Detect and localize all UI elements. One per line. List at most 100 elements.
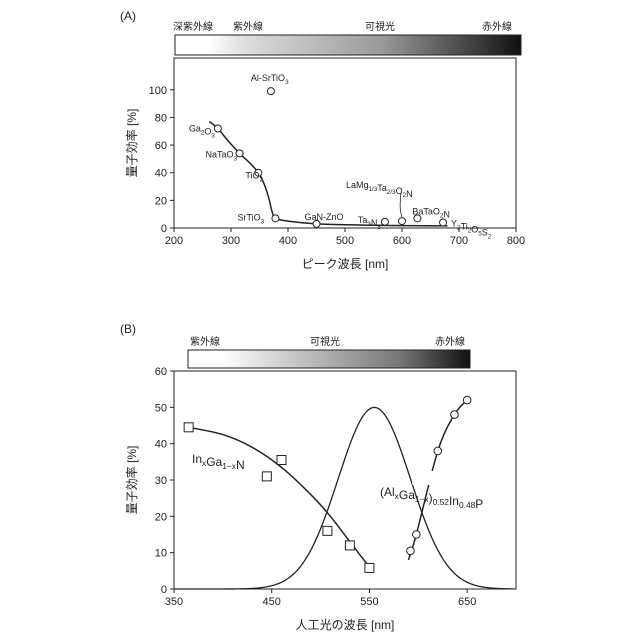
label-part: BaTaO xyxy=(412,206,440,216)
panel-label: (B) xyxy=(120,322,136,336)
plot-frame xyxy=(174,371,516,589)
x-tick-label: 800 xyxy=(507,235,525,247)
series-label-ingan: InxGa1−xN xyxy=(192,452,245,472)
y-tick-label: 0 xyxy=(161,223,167,235)
label-part: Ga xyxy=(189,123,201,133)
data-point xyxy=(399,218,406,225)
data-point xyxy=(236,150,243,157)
y-tick-label: 60 xyxy=(155,140,167,152)
y-tick-label: 100 xyxy=(149,85,167,97)
x-tick-label: 700 xyxy=(450,235,468,247)
y-tick-label: 20 xyxy=(155,195,167,207)
y-tick-label: 40 xyxy=(155,439,167,451)
point-label: Ga2O3 xyxy=(189,123,216,139)
label-part: 3 xyxy=(261,218,265,225)
label-part: 3 xyxy=(234,155,238,162)
data-point-circle xyxy=(407,547,415,555)
label-part: (Al xyxy=(380,485,395,499)
data-point xyxy=(214,125,221,132)
spectrum-label: 紫外線 xyxy=(233,20,263,33)
panel-a: (A) 深紫外線 紫外線 可視光 赤外線 200 300 400 500 600 700 800 0 20… xyxy=(120,9,525,271)
x-tick-label: 550 xyxy=(360,596,378,608)
point-label: Al-SrTiO3 xyxy=(251,73,289,86)
x-tick-label: 500 xyxy=(336,235,354,247)
y-tick-label: 20 xyxy=(155,511,167,523)
label-part: Ga xyxy=(206,455,222,469)
label-part: 1−x xyxy=(222,461,237,471)
label-part: Ta xyxy=(377,183,387,193)
label-part: 0.52 xyxy=(433,497,450,507)
label-part: O xyxy=(204,126,211,136)
spectrum-label: 紫外線 xyxy=(190,335,220,348)
data-point-square xyxy=(323,526,332,535)
spectrum-label: 可視光 xyxy=(365,20,395,33)
figure: (A)深紫外線紫外線可視光赤外線200300400500600700800020… xyxy=(0,0,640,640)
label-part: Ga xyxy=(399,488,415,502)
label-part: 2 xyxy=(260,177,264,184)
x-axis-label: 人工光の波長 [nm] xyxy=(296,618,395,632)
spectrum-label: 深紫外線 xyxy=(173,20,213,33)
data-point xyxy=(440,219,447,226)
data-point-square xyxy=(184,423,193,432)
label-part: P xyxy=(475,497,483,511)
x-tick-label: 650 xyxy=(458,596,476,608)
spectrum-bar xyxy=(188,350,470,368)
data-point-circle xyxy=(451,411,459,419)
y-tick-label: 40 xyxy=(155,168,167,180)
data-point-square xyxy=(345,541,354,550)
panel-b: (B)紫外線可視光赤外線3504505506500102030405060人工光… xyxy=(120,322,516,632)
data-point xyxy=(381,218,388,225)
panel-label: (A) xyxy=(120,9,136,23)
label-part: SrTiO xyxy=(237,212,260,222)
point-label: NaTaO3 xyxy=(206,149,238,162)
x-tick-label: 600 xyxy=(393,235,411,247)
x-axis-label: ピーク波長 [nm] xyxy=(302,257,389,271)
spectrum-label: 赤外線 xyxy=(435,335,465,348)
label-part: In xyxy=(449,494,459,508)
point-label: LaMg1/3Ta2/3O2N xyxy=(346,180,413,199)
label-part: NaTaO xyxy=(206,149,234,159)
spectrum-label: 赤外線 xyxy=(482,20,512,33)
data-point-square xyxy=(277,456,286,465)
y-tick-label: 0 xyxy=(161,584,167,596)
label-part: GaN-ZnO xyxy=(305,212,344,222)
data-point xyxy=(272,215,279,222)
y-tick-label: 30 xyxy=(155,475,167,487)
data-point-square xyxy=(262,472,271,481)
label-part: 2 xyxy=(488,233,492,240)
label-part: N xyxy=(406,189,413,199)
label-part: N xyxy=(443,209,450,219)
label-part: Al-SrTiO xyxy=(251,73,285,83)
label-part: 5 xyxy=(377,224,381,231)
x-tick-label: 400 xyxy=(279,235,297,247)
x-tick-label: 300 xyxy=(222,235,240,247)
label-part: LaMg xyxy=(346,180,369,190)
label-part: N xyxy=(236,458,245,472)
series-curve xyxy=(189,427,370,567)
point-label: SrTiO3 xyxy=(237,212,264,225)
label-part: 3 xyxy=(211,132,215,139)
series-label-algainp: (AlxGa1−x)0.52In0.48P xyxy=(380,485,483,511)
y-tick-label: 60 xyxy=(155,366,167,378)
label-part: In xyxy=(192,452,202,466)
spectrum-label: 可視光 xyxy=(310,335,340,348)
data-point-circle xyxy=(413,531,421,539)
point-label: GaN-ZnO xyxy=(305,212,344,222)
label-part: Ta xyxy=(358,215,368,225)
data-point-circle xyxy=(463,396,471,404)
label-mask xyxy=(412,471,434,485)
plot-frame xyxy=(174,58,516,228)
label-part: 3 xyxy=(285,79,289,86)
label-part: O xyxy=(396,186,403,196)
y-tick-label: 50 xyxy=(155,402,167,414)
x-tick-label: 200 xyxy=(165,235,183,247)
data-point-circle xyxy=(434,447,442,455)
label-part: 0.48 xyxy=(459,500,476,510)
data-point xyxy=(267,88,274,95)
y-tick-label: 80 xyxy=(155,112,167,124)
y-axis-label: 量子効率 [%] xyxy=(124,446,139,515)
spectrum-bar xyxy=(175,35,521,55)
label-part: Ti xyxy=(461,221,468,231)
data-point-square xyxy=(365,563,374,572)
x-tick-label: 450 xyxy=(263,596,281,608)
